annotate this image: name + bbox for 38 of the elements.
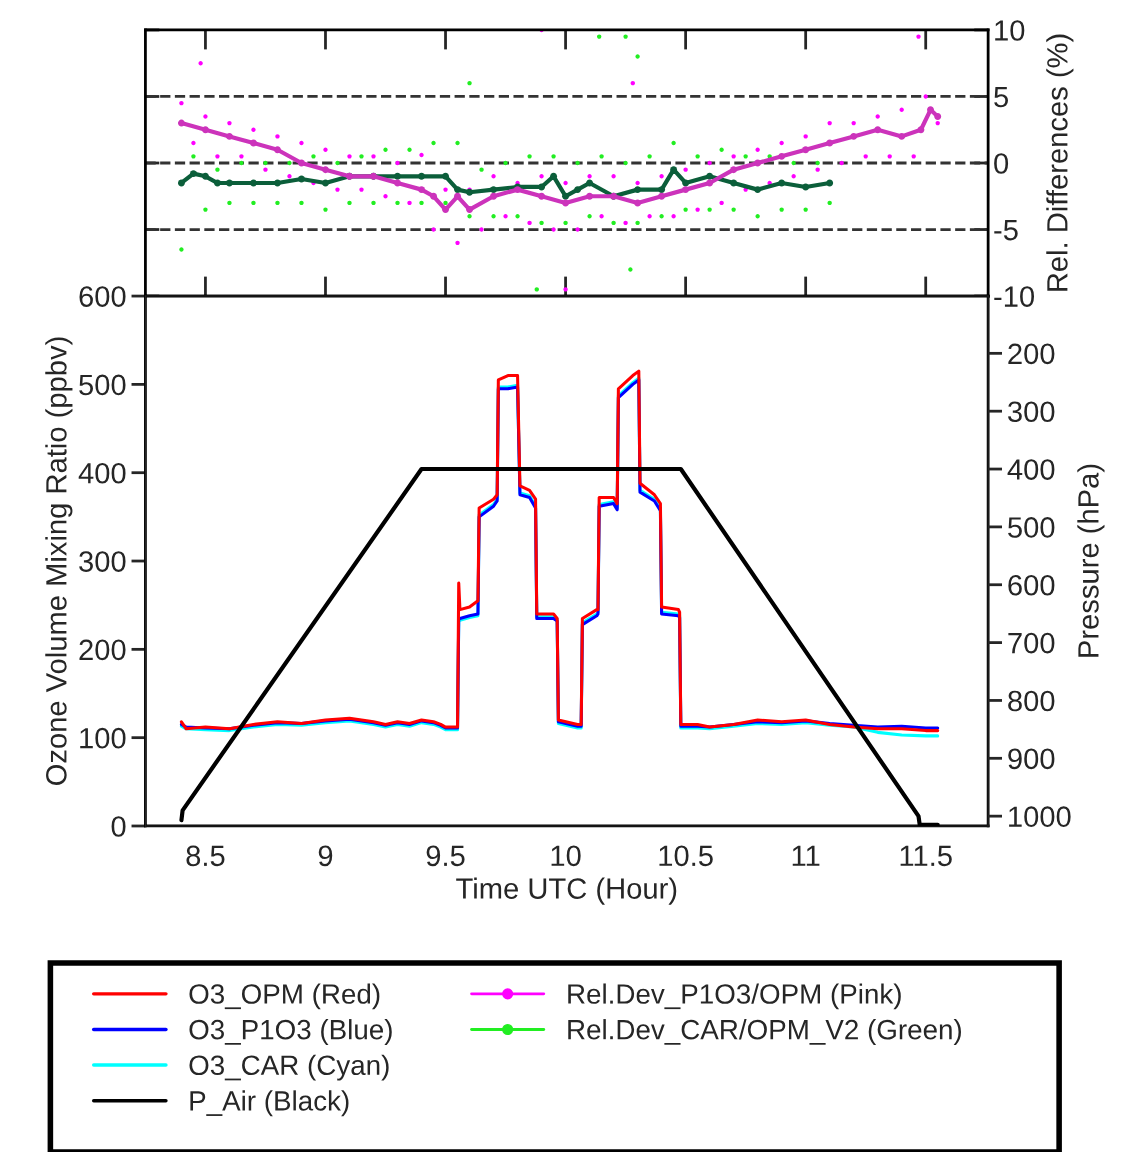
x-tick-label: 11	[792, 845, 820, 866]
y2-tick-label: 800	[1008, 690, 1055, 712]
legend-label: Rel.Dev_CAR/OPM_V2 (Green)	[568, 1019, 961, 1045]
y2-tick-label: 300	[1008, 401, 1055, 423]
y-tick-label: -10	[994, 286, 1035, 307]
x-tick-label: 10.5	[659, 845, 713, 867]
y-tick-label: 600	[79, 286, 126, 307]
x-tick-label: 10	[551, 845, 581, 867]
x-tick-label: 11.5	[900, 845, 952, 867]
legend-label: O3_CAR (Cyan)	[189, 1054, 389, 1081]
y-axis-title: Rel. Differences (%)	[1046, 34, 1074, 291]
y-tick-label: 5	[994, 86, 1008, 108]
x-tick-label: 8.5	[186, 845, 225, 867]
y2-tick-label: 200	[1008, 343, 1055, 365]
y-tick-label: 100	[80, 727, 126, 749]
y-tick-label: 0	[994, 153, 1009, 174]
legend-label: O3_P1O3 (Blue)	[189, 1019, 392, 1045]
y2-tick-label: 500	[1008, 517, 1055, 538]
y2-tick-label: 600	[1008, 574, 1055, 596]
legend-label: P_Air (Black)	[190, 1090, 349, 1117]
legend-label: Rel.Dev_P1O3/OPM (Pink)	[568, 983, 901, 1010]
y-tick-label: -5	[994, 220, 1018, 241]
legend-label: O3_OPM (Red)	[189, 983, 380, 1010]
y-tick-label: 300	[79, 551, 126, 572]
y-tick-label: 400	[78, 462, 126, 484]
y-tick-label: 200	[79, 639, 126, 661]
y-tick-label: 10	[995, 20, 1025, 41]
y2-tick-label: 400	[1007, 459, 1055, 480]
y2-tick-label: 700	[1008, 632, 1055, 654]
y2-tick-label: 900	[1008, 748, 1055, 770]
y2-tick-label: 1000	[1009, 806, 1071, 827]
y2-axis-title: Pressure (hPa)	[1077, 464, 1105, 657]
y-axis-title: Ozone Volume Mixing Ratio (ppbv)	[45, 337, 73, 785]
y-tick-label: 500	[79, 374, 126, 396]
x-tick-label: 9	[318, 845, 333, 867]
x-axis-title: Time UTC (Hour)	[456, 877, 677, 905]
y-tick-label: 0	[111, 816, 126, 837]
x-tick-label: 9.5	[426, 845, 465, 867]
